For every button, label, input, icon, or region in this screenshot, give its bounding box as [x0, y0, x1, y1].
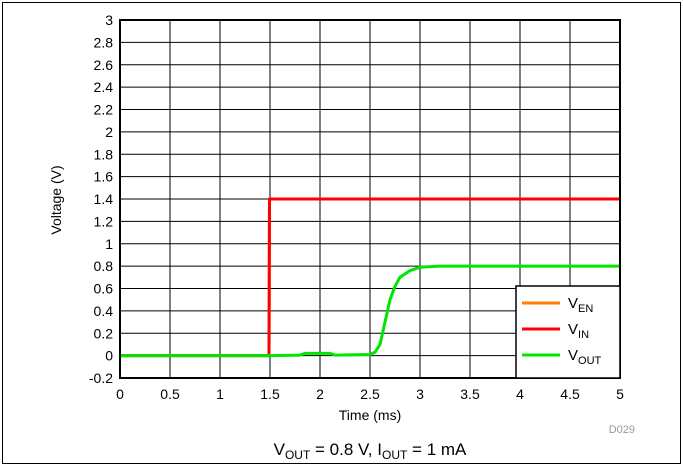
y-tick-label: 0.8 [94, 258, 114, 274]
y-tick-label: 2.6 [94, 57, 114, 73]
legend-label: VIN [568, 321, 589, 341]
y-tick-label: 2.8 [94, 34, 114, 50]
x-tick-label: 5 [616, 386, 624, 402]
caption: VOUT = 0.8 V, IOUT = 1 mA [274, 440, 467, 462]
y-tick-label: 2.2 [94, 102, 114, 118]
caption-v-out: V [274, 440, 286, 459]
legend-label: VEN [568, 295, 593, 315]
legend-box [515, 285, 621, 379]
y-tick-label: 1.8 [94, 146, 114, 162]
x-tick-label: 4 [516, 386, 524, 402]
y-tick-label: 0.2 [94, 325, 114, 341]
caption-iout-subscript: OUT [382, 448, 408, 462]
outer-border [2, 2, 681, 464]
y-tick-label: 1.6 [94, 169, 114, 185]
y-tick-label: 2.4 [94, 79, 114, 95]
plot-area-border [119, 19, 621, 379]
x-tick-label: 2.5 [360, 386, 380, 402]
caption-mid: = 0.8 V, I [310, 440, 382, 459]
x-tick-label: 1 [216, 386, 224, 402]
y-tick-label: 3 [105, 12, 113, 28]
y-tick-label: 0.4 [94, 303, 114, 319]
x-tick-label: 3 [416, 386, 424, 402]
caption-out-subscript: OUT [285, 448, 311, 462]
x-tick-label: 2 [316, 386, 324, 402]
figure-id: D029 [609, 424, 635, 436]
y-tick-label: 0.6 [94, 281, 114, 297]
x-tick-label: 1.5 [260, 386, 280, 402]
x-axis-label: Time (ms) [339, 407, 401, 423]
y-tick-label: 1.4 [94, 191, 114, 207]
y-tick-label: 2 [105, 124, 113, 140]
legend-label: VOUT [568, 347, 602, 367]
x-tick-label: 4.5 [560, 386, 580, 402]
caption-tail: = 1 mA [407, 440, 467, 459]
y-tick-label: 0 [105, 348, 113, 364]
y-axis-label: Voltage (V) [48, 165, 64, 234]
series-line-v-out [120, 264, 620, 358]
y-tick-label: 1 [105, 236, 113, 252]
x-tick-label: 0.5 [160, 386, 180, 402]
x-tick-label: 3.5 [460, 386, 480, 402]
x-tick-label: 0 [116, 386, 124, 402]
y-tick-label: -0.2 [89, 370, 113, 386]
y-tick-label: 1.2 [94, 213, 114, 229]
